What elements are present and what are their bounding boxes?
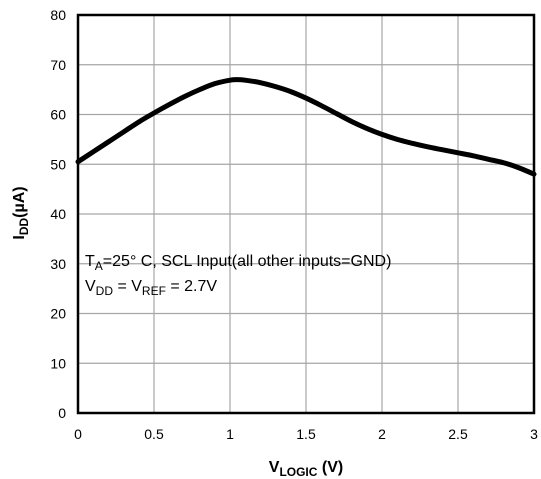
y-tick-label: 40	[50, 206, 66, 222]
x-tick-label: 1	[226, 426, 234, 442]
y-tick-label: 30	[50, 256, 66, 272]
series-line	[75, 77, 537, 177]
y-tick-label: 60	[50, 107, 66, 123]
y-axis-title: IDD(µA)	[11, 186, 31, 239]
annotation-line-2: VDD = VREF = 2.7V	[85, 278, 217, 298]
x-tick-label: 2	[378, 426, 386, 442]
y-tick-label: 80	[50, 7, 66, 23]
y-tick-label: 10	[50, 355, 66, 371]
x-tick-label: 0	[74, 426, 82, 442]
grid-lines	[78, 15, 534, 413]
plot-frame	[76, 13, 536, 415]
y-tick-label: 20	[50, 306, 66, 322]
x-axis-title: VLOGIC (V)	[269, 459, 343, 479]
y-tick-labels: 0 10 20 30 40 50 60 70 80	[50, 7, 66, 421]
annotation-line-1: TA=25° C, SCL Input(all other inputs=GND…	[85, 253, 391, 273]
x-tick-label: 0.5	[144, 426, 164, 442]
x-tick-label: 2.5	[448, 426, 468, 442]
y-tick-label: 50	[50, 156, 66, 172]
y-tick-label: 70	[50, 57, 66, 73]
x-tick-label: 3	[530, 426, 538, 442]
y-tick-label: 0	[58, 405, 66, 421]
x-tick-labels: 0 0.5 1 1.5 2 2.5 3	[74, 426, 538, 442]
x-tick-label: 1.5	[296, 426, 316, 442]
